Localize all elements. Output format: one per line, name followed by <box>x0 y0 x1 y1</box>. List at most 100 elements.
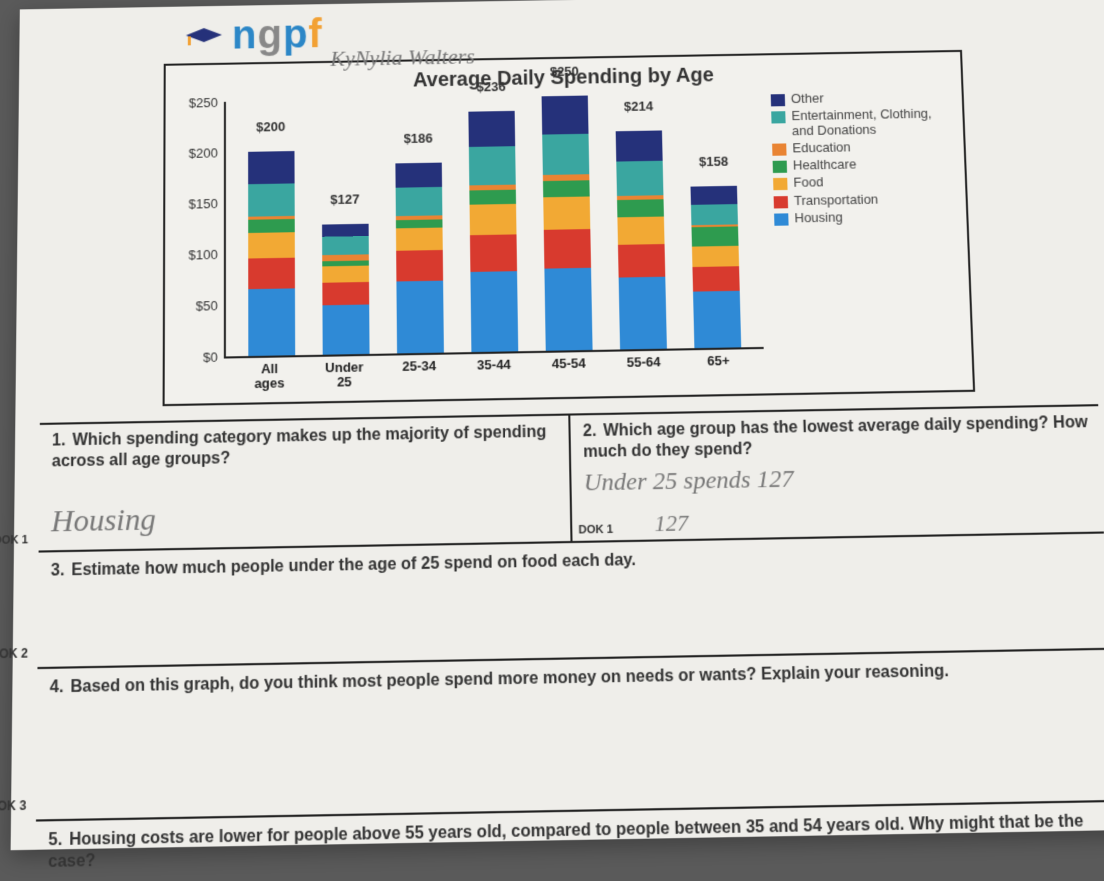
bar-segment-other <box>322 224 369 237</box>
x-axis-labels: AllagesUnder2525-3435-4445-5455-6465+ <box>232 353 756 392</box>
bar-total-label: $200 <box>256 119 285 135</box>
logo-letter-p: p <box>283 12 309 56</box>
legend-swatch-icon <box>774 196 788 208</box>
question-2-body: Which age group has the lowest average d… <box>583 413 1088 460</box>
question-1-body: Which spending category makes up the maj… <box>52 423 547 470</box>
legend-label: Housing <box>794 210 843 225</box>
y-tick-label: $150 <box>189 195 218 211</box>
logo-letter-g: g <box>257 13 283 57</box>
x-tick-label: 25-34 <box>391 359 448 390</box>
bar-segment-transportation <box>544 229 591 269</box>
y-tick-label: $100 <box>188 246 217 262</box>
y-tick-label: $50 <box>196 297 218 313</box>
x-tick-label: 45-54 <box>540 356 598 387</box>
bar-segment-healthcare <box>543 180 590 197</box>
bar-segment-housing <box>470 271 518 352</box>
bar-segment-other <box>248 151 294 184</box>
legend-label: Other <box>791 91 824 106</box>
bar-segment-other <box>616 130 663 161</box>
question-3-cell: 3.Estimate how much people under the age… <box>37 533 1104 666</box>
legend-label: Education <box>792 140 851 155</box>
bar-segment-transportation <box>322 282 369 305</box>
bar-segment-entertainment <box>542 134 589 175</box>
bar-segment-healthcare <box>692 226 739 246</box>
bar-total-label: $186 <box>404 130 433 146</box>
bar-column: $214 <box>611 130 672 349</box>
bar-segment-food <box>470 204 517 235</box>
question-5-number: 5. <box>48 829 69 851</box>
question-row-1-2: 1.Which spending category makes up the m… <box>39 406 1104 552</box>
bar-segment-other <box>395 163 442 188</box>
question-2-answer: Under 25 spends 127 <box>584 460 1092 497</box>
bar-segment-transportation <box>693 266 740 291</box>
bar-segment-food <box>618 217 665 245</box>
question-4-number: 4. <box>50 677 71 699</box>
bar-segment-food <box>692 246 739 267</box>
stacked-bar <box>542 96 593 351</box>
grad-cap-icon <box>184 25 224 48</box>
stacked-bar <box>468 111 518 352</box>
logo-text: ngpf <box>232 12 323 58</box>
bar-column: $250 <box>537 95 598 350</box>
bar-column: $200 <box>243 151 300 356</box>
bar-segment-transportation <box>396 250 443 281</box>
question-4-body: Based on this graph, do you think most p… <box>70 662 949 696</box>
legend-item-education: Education <box>772 138 954 156</box>
x-tick-label: 35-44 <box>465 357 522 388</box>
logo-letter-f: f <box>308 12 323 56</box>
bar-segment-entertainment <box>691 204 738 225</box>
bar-segment-food <box>396 228 443 251</box>
chart-frame: Average Daily Spending by Age $0$50$100$… <box>163 50 976 406</box>
question-2-number: 2. <box>583 421 604 442</box>
bar-segment-entertainment <box>617 161 664 196</box>
stacked-bar <box>322 224 369 355</box>
x-tick-label: Under25 <box>316 360 373 391</box>
legend-swatch-icon <box>771 94 785 106</box>
question-1-answer: Housing <box>51 495 560 540</box>
legend-swatch-icon <box>773 161 787 173</box>
question-1-dok: DOK 1 <box>0 533 28 546</box>
legend-swatch-icon <box>772 143 786 155</box>
question-5-body: Housing costs are lower for people above… <box>48 812 1084 871</box>
bar-segment-housing <box>322 305 369 355</box>
bar-segment-entertainment <box>322 236 369 255</box>
stacked-bar <box>395 163 444 354</box>
bar-column: $127 <box>317 224 375 355</box>
question-row-4: 4.Based on this graph, do you think most… <box>36 649 1104 821</box>
question-3-number: 3. <box>51 560 72 581</box>
bar-total-label: $250 <box>550 64 579 80</box>
plot-area: $0$50$100$150$200$250 $200$127$186$236$2… <box>224 93 764 359</box>
bar-segment-healthcare <box>469 190 516 205</box>
legend-label: Transportation <box>794 192 879 208</box>
question-1-number: 1. <box>52 430 73 451</box>
question-1-text: 1.Which spending category makes up the m… <box>52 422 559 473</box>
bar-segment-other <box>691 186 738 205</box>
y-axis-labels: $0$50$100$150$200$250 <box>173 102 222 357</box>
bar-segment-housing <box>619 277 667 350</box>
bar-segment-transportation <box>618 244 665 278</box>
bar-segment-entertainment <box>395 187 442 216</box>
legend-item-entertainment: Entertainment, Clothing, and Donations <box>771 107 953 139</box>
legend-item-other: Other <box>771 89 952 107</box>
x-tick-label: 55-64 <box>615 355 673 386</box>
legend-item-housing: Housing <box>774 208 956 226</box>
legend-label: Food <box>793 176 823 191</box>
bar-segment-food <box>248 232 295 258</box>
question-3-body: Estimate how much people under the age o… <box>71 551 636 579</box>
legend-item-healthcare: Healthcare <box>773 156 955 174</box>
bar-column: $158 <box>686 186 747 349</box>
legend-label: Healthcare <box>793 158 857 174</box>
stacked-bar <box>248 151 295 356</box>
bar-segment-entertainment <box>469 146 516 185</box>
y-tick-label: $0 <box>203 349 218 365</box>
stacked-bar <box>616 130 667 349</box>
question-row-3: 3.Estimate how much people under the age… <box>37 533 1104 669</box>
question-2-text: 2.Which age group has the lowest average… <box>583 412 1090 463</box>
student-name-handwritten: KyNylia Walters <box>330 43 475 72</box>
bars-container: $200$127$186$236$250$214$158 <box>234 93 755 357</box>
bar-total-label: $127 <box>330 191 359 207</box>
bar-segment-healthcare <box>248 219 295 233</box>
question-5-text: 5.Housing costs are lower for people abo… <box>48 810 1104 873</box>
bar-total-label: $214 <box>624 98 653 114</box>
legend-swatch-icon <box>773 178 787 190</box>
